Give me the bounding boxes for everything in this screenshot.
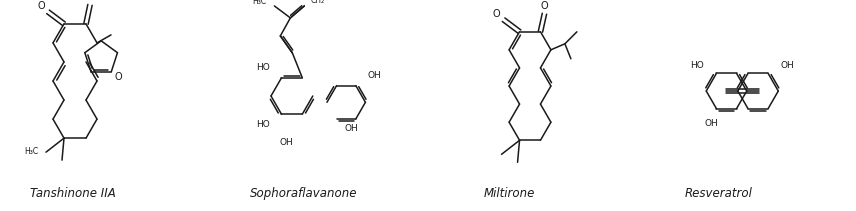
- Text: Miltirone: Miltirone: [484, 187, 535, 200]
- Text: Resveratrol: Resveratrol: [685, 187, 753, 200]
- Text: H₃C: H₃C: [24, 147, 38, 156]
- Text: CH₂: CH₂: [311, 0, 324, 5]
- Text: O: O: [493, 9, 501, 19]
- Text: O: O: [115, 72, 122, 82]
- Text: H₃C: H₃C: [253, 0, 266, 6]
- Text: O: O: [37, 1, 45, 11]
- Text: OH: OH: [780, 61, 794, 70]
- Text: OH: OH: [280, 138, 294, 147]
- Text: OH: OH: [704, 119, 718, 128]
- Text: Tanshinone IIA: Tanshinone IIA: [30, 187, 116, 200]
- Text: OH: OH: [345, 124, 359, 133]
- Text: O: O: [86, 0, 94, 2]
- Text: HO: HO: [691, 61, 704, 70]
- Text: HO: HO: [256, 63, 270, 72]
- Text: O: O: [541, 1, 548, 11]
- Text: HO: HO: [256, 120, 270, 128]
- Text: OH: OH: [368, 71, 382, 80]
- Text: Sophoraflavanone: Sophoraflavanone: [250, 187, 358, 200]
